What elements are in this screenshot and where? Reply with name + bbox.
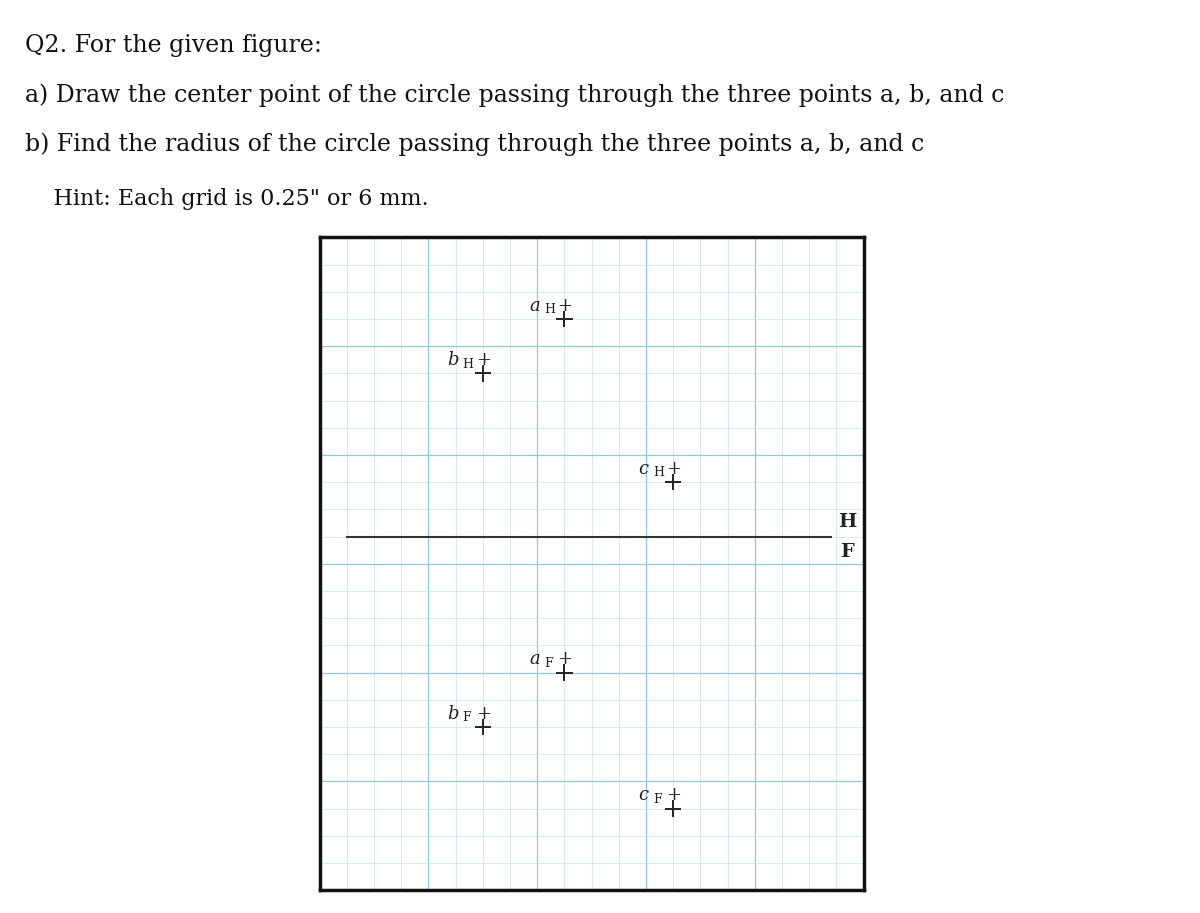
Text: b) Find the radius of the circle passing through the three points a, b, and c: b) Find the radius of the circle passing… (25, 132, 924, 156)
Text: F: F (462, 711, 472, 724)
Text: +: + (476, 352, 491, 369)
Text: a: a (529, 650, 540, 668)
Text: F: F (653, 792, 661, 806)
Text: H: H (544, 303, 556, 316)
Text: H: H (838, 512, 857, 530)
Text: c: c (638, 786, 648, 804)
Text: H: H (653, 467, 664, 479)
Text: +: + (666, 786, 682, 804)
Text: +: + (666, 460, 682, 478)
Text: a: a (529, 297, 540, 315)
Text: F: F (544, 656, 553, 670)
Text: H: H (462, 358, 474, 371)
Text: Hint: Each grid is 0.25" or 6 mm.: Hint: Each grid is 0.25" or 6 mm. (25, 188, 428, 210)
Text: +: + (558, 297, 572, 315)
Text: F: F (840, 542, 854, 561)
Text: b: b (448, 705, 458, 723)
Text: a) Draw the center point of the circle passing through the three points a, b, an: a) Draw the center point of the circle p… (25, 83, 1004, 107)
Text: b: b (448, 352, 458, 369)
Text: +: + (558, 650, 572, 668)
Text: c: c (638, 460, 648, 478)
Text: +: + (476, 705, 491, 723)
Text: Q2. For the given figure:: Q2. For the given figure: (25, 34, 322, 58)
